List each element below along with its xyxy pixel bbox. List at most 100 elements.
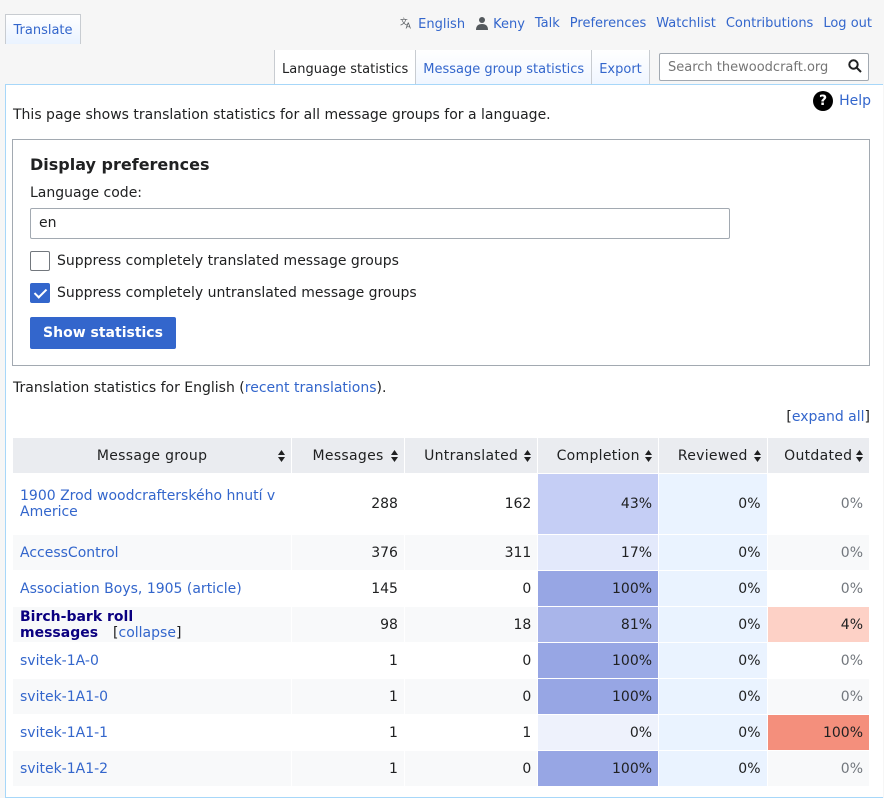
completion-cell: 100%: [537, 750, 660, 787]
column-header-message-group[interactable]: Message group: [11, 437, 293, 474]
content-area: ? Help This page shows translation stati…: [5, 84, 883, 798]
recent-translations-link[interactable]: recent translations: [244, 380, 377, 396]
reviewed-cell: 0%: [658, 606, 768, 643]
sort-icon: [524, 449, 532, 462]
table-row: Association Boys, 1905 (article) 145 0 100%…: [11, 570, 871, 607]
collapse-toggle[interactable]: [collapse]: [113, 625, 181, 641]
group-link[interactable]: svitek-1A-0: [20, 652, 99, 669]
outdated-cell: 100%: [766, 714, 871, 751]
tab-message-group-statistics[interactable]: Message group statistics: [416, 50, 593, 84]
outdated-cell: 0%: [766, 473, 871, 535]
user-link[interactable]: Keny: [475, 16, 525, 32]
help-link[interactable]: ? Help: [813, 91, 871, 111]
show-statistics-button[interactable]: Show statistics: [30, 317, 176, 349]
group-link[interactable]: Association Boys, 1905 (article): [20, 580, 242, 597]
completion-cell: 100%: [537, 642, 660, 679]
suppress-untranslated-row[interactable]: Suppress completely untranslated message…: [30, 283, 417, 303]
completion-cell: 0%: [537, 714, 660, 751]
untranslated-cell: 311: [403, 534, 539, 571]
outdated-cell: 0%: [766, 678, 871, 715]
untranslated-cell: 1: [403, 714, 539, 751]
column-header-reviewed[interactable]: Reviewed: [658, 437, 768, 474]
group-cell: svitek-1A1-1: [11, 714, 293, 751]
outdated-cell: 0%: [766, 570, 871, 607]
group-cell: Birch-bark roll messages [collapse]: [11, 606, 293, 643]
group-cell: 1900 Zrod woodcrafterského hnutí v Ameri…: [11, 473, 293, 535]
group-link[interactable]: AccessControl: [20, 544, 119, 561]
display-preferences-form: Display preferences Language code: en Su…: [12, 139, 870, 366]
table-row: svitek-1A1-2 1 0 100% 0% 0%: [11, 750, 871, 787]
translate-icon: 文A: [400, 16, 412, 30]
svg-text:文: 文: [400, 16, 408, 26]
language-link[interactable]: 文 A English: [400, 16, 466, 32]
collapse-bracket: [: [113, 624, 119, 641]
group-cell: svitek-1A1-2: [11, 750, 293, 787]
completion-cell: 81%: [537, 606, 660, 643]
reviewed-cell: 0%: [658, 570, 768, 607]
group-link[interactable]: svitek-1A1-2: [20, 760, 109, 777]
user-icon: [476, 17, 489, 30]
contributions-link[interactable]: Contributions: [725, 16, 814, 31]
column-header-completion[interactable]: Completion: [537, 437, 660, 474]
messages-cell: 98: [291, 606, 405, 643]
sort-icon: [645, 449, 653, 462]
language-code-input[interactable]: en: [30, 208, 730, 239]
column-header-label: Reviewed: [677, 447, 748, 464]
group-link[interactable]: 1900 Zrod woodcrafterského hnutí v Ameri…: [20, 488, 276, 520]
group-link[interactable]: svitek-1A1-0: [20, 688, 109, 705]
table-row: svitek-1A1-0 1 0 100% 0% 0%: [11, 678, 871, 715]
group-link[interactable]: svitek-1A1-1: [20, 724, 109, 741]
preferences-legend: Display preferences: [30, 155, 210, 174]
messages-cell: 288: [291, 473, 405, 535]
table-row: svitek-1A-0 1 0 100% 0% 0%: [11, 642, 871, 679]
group-link[interactable]: Birch-bark roll messages: [20, 608, 134, 641]
search-input[interactable]: [666, 59, 840, 76]
reviewed-cell: 0%: [658, 750, 768, 787]
column-header-messages[interactable]: Messages: [291, 437, 405, 474]
outdated-cell: 0%: [766, 642, 871, 679]
messages-cell: 145: [291, 570, 405, 607]
tab-language-statistics[interactable]: Language statistics: [274, 50, 417, 84]
help-icon: ?: [813, 91, 834, 111]
suppress-translated-checkbox[interactable]: [30, 251, 50, 271]
collapse-link[interactable]: collapse: [118, 624, 176, 641]
sort-icon: [856, 449, 863, 462]
untranslated-cell: 0: [403, 642, 539, 679]
expand-all-link[interactable]: expand all: [791, 409, 865, 425]
untranslated-cell: 18: [403, 606, 539, 643]
suppress-translated-row[interactable]: Suppress completely translated message g…: [30, 251, 399, 271]
completion-cell: 43%: [537, 473, 660, 535]
messages-cell: 1: [291, 678, 405, 715]
reviewed-cell: 0%: [658, 642, 768, 679]
reviewed-cell: 0%: [658, 473, 768, 535]
search-box: [659, 53, 869, 81]
column-header-label: Message group: [96, 447, 208, 464]
column-header-label: Untranslated: [424, 447, 519, 464]
svg-text:A: A: [406, 22, 412, 30]
column-header-untranslated[interactable]: Untranslated: [403, 437, 539, 474]
table-row: 1900 Zrod woodcrafterského hnutí v Ameri…: [11, 473, 871, 535]
tab-export[interactable]: Export: [592, 50, 650, 84]
group-cell: svitek-1A-0: [11, 642, 293, 679]
column-header-label: Messages: [312, 447, 384, 464]
column-header-label: Completion: [556, 447, 640, 464]
view-tabs: Language statistics Message group statis…: [274, 50, 650, 84]
suppress-untranslated-checkbox[interactable]: [30, 283, 50, 303]
logout-link[interactable]: Log out: [823, 16, 872, 31]
talk-link[interactable]: Talk: [534, 16, 560, 31]
stats-heading: Translation statistics for English (rece…: [13, 380, 387, 396]
translate-tab[interactable]: Translate: [5, 14, 81, 44]
preferences-link[interactable]: Preferences: [569, 16, 647, 31]
table-row: Birch-bark roll messages [collapse] 98 18 81…: [11, 606, 871, 643]
messages-cell: 1: [291, 714, 405, 751]
untranslated-cell: 0: [403, 678, 539, 715]
outdated-cell: 4%: [766, 606, 871, 643]
suppress-untranslated-label: Suppress completely untranslated message…: [57, 285, 417, 301]
watchlist-link[interactable]: Watchlist: [656, 16, 716, 31]
group-cell: Association Boys, 1905 (article): [11, 570, 293, 607]
expand-all: [expand all]: [786, 409, 870, 425]
search-icon[interactable]: [848, 59, 862, 73]
collapse-bracket: ]: [175, 624, 182, 641]
column-header-outdated[interactable]: Outdated: [766, 437, 871, 474]
messages-cell: 1: [291, 750, 405, 787]
